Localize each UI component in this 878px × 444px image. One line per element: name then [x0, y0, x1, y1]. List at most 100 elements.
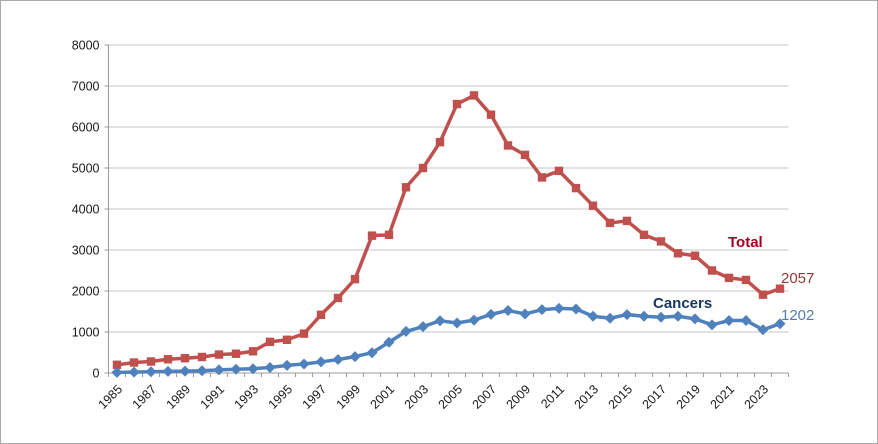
- x-tick-label: 1997: [300, 382, 330, 412]
- series-label-total: Total: [728, 234, 763, 251]
- data-point-cancers: [570, 303, 582, 315]
- data-point-cancers: [757, 324, 769, 336]
- data-point-total: [418, 163, 428, 173]
- data-point-total: [554, 166, 564, 176]
- series-label-cancers: Cancers: [653, 295, 713, 312]
- data-point-cancers: [519, 308, 531, 320]
- data-point-total: [231, 349, 241, 358]
- data-point-cancers: [587, 310, 599, 322]
- data-point-cancers: [264, 361, 276, 373]
- y-tick-label: 3000: [72, 244, 100, 258]
- data-point-total: [469, 91, 479, 100]
- x-tick-label: 2001: [368, 382, 398, 412]
- data-point-cancers: [774, 318, 786, 330]
- y-tick-label: 5000: [72, 162, 100, 176]
- y-tick-label: 2000: [72, 285, 100, 299]
- x-tick-label: 2019: [674, 382, 704, 412]
- x-tick-label: 1985: [96, 382, 126, 412]
- data-point-cancers: [111, 366, 123, 378]
- data-point-total: [724, 273, 734, 283]
- x-tick-label: 2005: [436, 382, 466, 412]
- data-point-total: [588, 201, 598, 210]
- data-point-cancers: [281, 359, 293, 371]
- y-tick-label: 6000: [72, 121, 100, 135]
- x-tick-label: 2007: [470, 382, 500, 412]
- data-point-total: [435, 137, 445, 147]
- data-point-total: [656, 237, 666, 246]
- data-point-total: [112, 360, 122, 369]
- y-tick-label: 0: [93, 367, 100, 381]
- data-point-cancers: [502, 304, 514, 316]
- data-point-cancers: [485, 308, 497, 320]
- data-point-cancers: [417, 321, 429, 333]
- data-point-total: [282, 335, 292, 344]
- data-point-cancers: [621, 309, 633, 321]
- data-point-cancers: [332, 353, 344, 365]
- data-point-cancers: [315, 356, 327, 368]
- x-tick-label: 1987: [130, 382, 160, 412]
- data-point-cancers: [468, 314, 480, 326]
- y-tick-label: 7000: [72, 80, 100, 94]
- data-point-total: [146, 357, 156, 366]
- x-tick-label: 2009: [504, 382, 534, 412]
- data-point-cancers: [349, 351, 361, 363]
- data-point-cancers: [706, 319, 718, 331]
- data-point-total: [350, 274, 360, 284]
- data-point-total: [248, 347, 258, 356]
- data-point-cancers: [451, 317, 463, 329]
- data-point-total: [316, 310, 326, 319]
- data-point-total: [384, 230, 394, 240]
- data-point-cancers: [128, 366, 140, 378]
- data-point-total: [758, 290, 768, 299]
- x-tick-label: 1991: [198, 382, 228, 412]
- data-point-cancers: [740, 315, 752, 327]
- data-point-cancers: [723, 315, 735, 327]
- x-tick-label: 2013: [572, 382, 602, 412]
- data-point-total: [367, 231, 377, 240]
- data-point-cancers: [213, 364, 225, 376]
- data-point-total: [639, 230, 649, 240]
- data-point-total: [707, 266, 717, 275]
- data-point-cancers: [298, 358, 310, 370]
- data-point-total: [197, 352, 207, 362]
- data-point-cancers: [604, 312, 616, 324]
- series-end-value-total: 2057: [781, 270, 815, 287]
- data-point-cancers: [672, 310, 684, 322]
- data-point-cancers: [434, 315, 446, 327]
- y-tick-label: 1000: [72, 326, 100, 340]
- x-tick-label: 2003: [402, 382, 432, 412]
- data-point-cancers: [400, 325, 412, 337]
- data-point-total: [163, 355, 173, 364]
- data-point-total: [673, 249, 683, 258]
- series-end-value-cancers: 1202: [781, 307, 815, 324]
- x-tick-label: 2015: [606, 382, 636, 412]
- x-tick-label: 2017: [640, 382, 670, 412]
- x-tick-label: 2021: [708, 382, 738, 412]
- data-point-total: [537, 173, 547, 182]
- data-point-total: [180, 354, 190, 363]
- data-point-cancers: [145, 366, 157, 378]
- data-point-cancers: [689, 313, 701, 325]
- data-point-total: [299, 329, 309, 338]
- data-point-cancers: [638, 310, 650, 322]
- data-point-total: [452, 99, 462, 109]
- data-point-cancers: [536, 304, 548, 316]
- data-point-total: [333, 293, 343, 303]
- x-tick-label: 1999: [334, 382, 364, 412]
- data-point-total: [520, 150, 530, 160]
- x-tick-label: 2011: [538, 382, 567, 411]
- x-tick-label: 2023: [742, 382, 772, 412]
- data-point-total: [486, 110, 496, 119]
- data-point-total: [741, 275, 751, 285]
- series-line-cancers: [115, 306, 782, 375]
- y-tick-label: 8000: [72, 39, 100, 53]
- data-point-cancers: [247, 363, 259, 375]
- data-point-total: [265, 337, 275, 347]
- x-tick-label: 1989: [164, 382, 194, 412]
- x-tick-label: 1993: [232, 382, 262, 412]
- data-point-cancers: [179, 365, 191, 377]
- data-point-cancers: [383, 336, 395, 348]
- series-line-total: [115, 93, 782, 367]
